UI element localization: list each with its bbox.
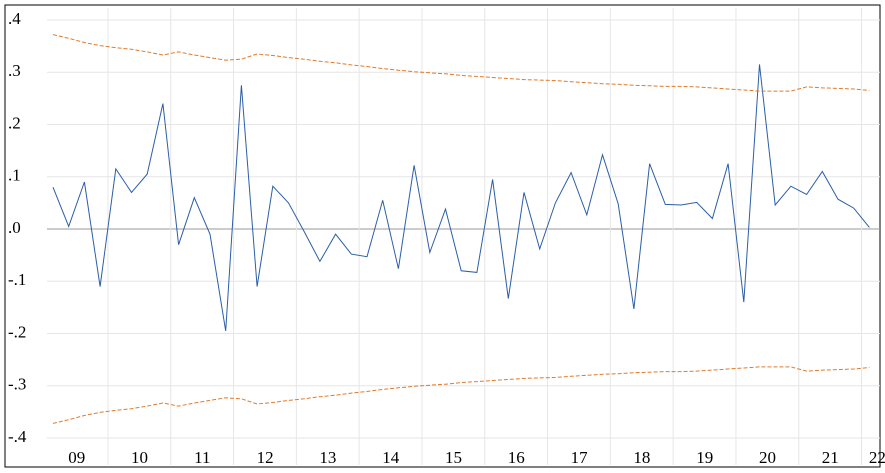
x-tick-label: 19 xyxy=(696,448,713,467)
frame xyxy=(4,4,881,468)
x-tick-label: 11 xyxy=(194,448,210,467)
y-tick-label: -.4 xyxy=(8,427,27,446)
y-tick-label: .3 xyxy=(8,61,21,80)
x-tick-label: 10 xyxy=(131,448,148,467)
series-line xyxy=(52,366,870,424)
x-tick-label: 14 xyxy=(382,448,400,467)
x-tick-label: 16 xyxy=(508,448,525,467)
x-tick-label: 17 xyxy=(571,448,589,467)
y-tick-label: -.2 xyxy=(8,322,26,341)
x-tick-label: 15 xyxy=(445,448,462,467)
y-tick-label: .4 xyxy=(8,9,21,28)
x-tick-label: 21 xyxy=(822,448,839,467)
y-tick-label: -.3 xyxy=(8,375,26,394)
y-tick-label: .0 xyxy=(8,218,21,237)
x-tick-label: 22 xyxy=(869,448,885,467)
x-tick-label: 18 xyxy=(633,448,650,467)
x-tick-label: 13 xyxy=(319,448,336,467)
y-tick-label: .1 xyxy=(8,166,21,185)
series-line xyxy=(52,64,870,331)
y-tick-label: -.1 xyxy=(8,270,26,289)
x-tick-label: 09 xyxy=(68,448,85,467)
x-tick-label: 20 xyxy=(759,448,776,467)
y-tick-label: .2 xyxy=(8,113,21,132)
x-tick-label: 12 xyxy=(257,448,274,467)
series-line xyxy=(52,34,870,92)
